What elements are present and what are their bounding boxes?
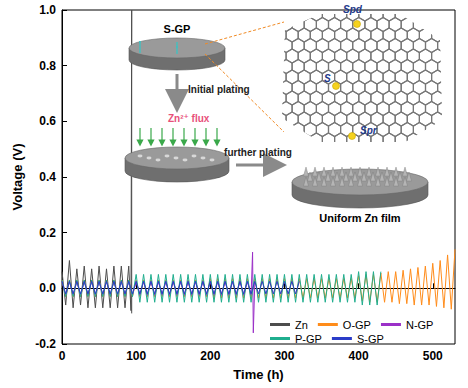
svg-text:-0.2: -0.2 (35, 337, 56, 351)
svg-text:0.4: 0.4 (39, 170, 56, 184)
svg-text:Initial plating: Initial plating (188, 84, 250, 95)
svg-text:N-GP: N-GP (406, 319, 434, 331)
svg-text:S: S (324, 73, 331, 84)
svg-text:400: 400 (349, 349, 369, 363)
svg-text:Uniform Zn film: Uniform Zn film (319, 212, 400, 224)
svg-text:0.2: 0.2 (39, 226, 56, 240)
svg-text:0.0: 0.0 (39, 281, 56, 295)
svg-text:0: 0 (59, 349, 66, 363)
svg-text:Voltage (V): Voltage (V) (10, 144, 25, 211)
svg-text:1.0: 1.0 (39, 3, 56, 17)
svg-text:500: 500 (423, 349, 443, 363)
svg-text:Spd: Spd (343, 4, 363, 15)
svg-text:0.8: 0.8 (39, 59, 56, 73)
svg-text:Spr: Spr (360, 125, 378, 136)
svg-text:further plating: further plating (224, 147, 292, 158)
svg-text:200: 200 (200, 349, 220, 363)
svg-text:O-GP: O-GP (343, 319, 371, 331)
svg-text:S-GP: S-GP (357, 333, 384, 345)
svg-text:100: 100 (126, 349, 146, 363)
svg-text:Time (h): Time (h) (233, 367, 283, 382)
svg-text:300: 300 (274, 349, 294, 363)
svg-text:P-GP: P-GP (295, 333, 322, 345)
svg-text:Zn: Zn (295, 319, 308, 331)
svg-text:Zn²⁺ flux: Zn²⁺ flux (168, 113, 210, 124)
svg-text:S-GP: S-GP (164, 23, 191, 35)
svg-text:0.6: 0.6 (39, 114, 56, 128)
